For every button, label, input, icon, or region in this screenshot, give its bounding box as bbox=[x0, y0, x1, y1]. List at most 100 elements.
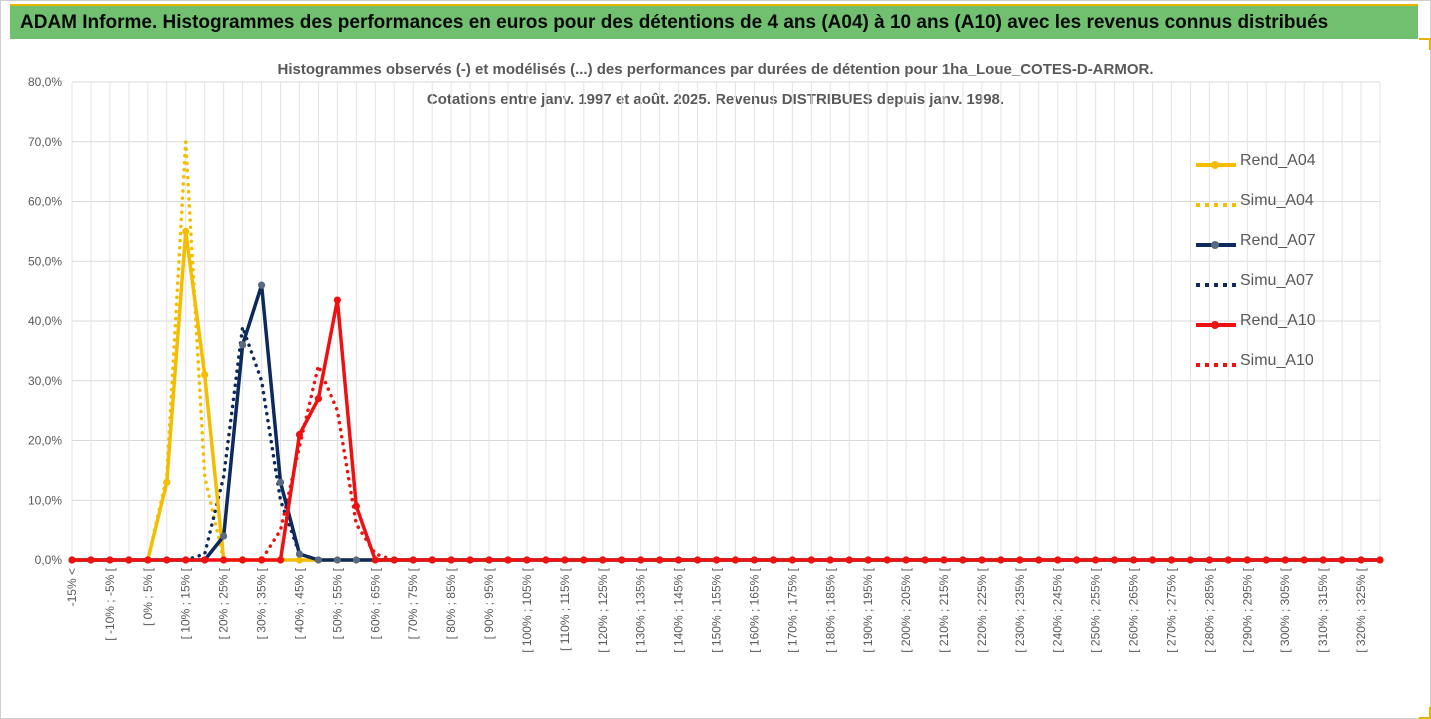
legend-label: Simu_A07 bbox=[1240, 272, 1314, 289]
data-point-Rend_A10 bbox=[580, 556, 588, 564]
x-tick-label: [ 290% ; 295% [ bbox=[1240, 567, 1254, 652]
x-tick-label: [ 220% ; 225% [ bbox=[975, 567, 989, 652]
data-point-Rend_A10 bbox=[807, 556, 815, 564]
data-point-Rend_A10 bbox=[1338, 556, 1346, 564]
data-point-Rend_A10 bbox=[1167, 556, 1176, 564]
legend-swatch bbox=[1196, 241, 1236, 249]
legend-item-Rend_A10: Rend_A10 bbox=[1192, 310, 1332, 350]
data-point-Rend_A07 bbox=[352, 556, 360, 564]
report-title: ADAM Informe. Histogrammes des performan… bbox=[20, 12, 1329, 33]
x-tick-label: [ 50% ; 55% [ bbox=[330, 567, 344, 639]
x-tick-label: [ 90% ; 95% [ bbox=[482, 567, 496, 639]
y-tick-label: 50,0% bbox=[28, 254, 62, 268]
legend-label: Rend_A07 bbox=[1240, 232, 1316, 249]
data-point-Rend_A10 bbox=[1186, 556, 1195, 564]
legend-swatch bbox=[1196, 161, 1236, 169]
y-tick-label: 70,0% bbox=[28, 135, 62, 149]
data-point-Rend_A10 bbox=[1243, 556, 1251, 564]
data-point-Rend_A10 bbox=[485, 556, 493, 564]
x-tick-label: [ 210% ; 215% [ bbox=[937, 567, 951, 652]
data-point-Rend_A10 bbox=[940, 556, 948, 564]
data-point-Rend_A10 bbox=[599, 556, 607, 564]
x-tick-label: [ 260% ; 265% [ bbox=[1127, 567, 1141, 652]
data-point-Rend_A07 bbox=[314, 556, 323, 564]
selection-corner-bottom bbox=[1419, 707, 1431, 719]
y-tick-label: 10,0% bbox=[28, 493, 62, 507]
chart-subtitle: Cotations entre janv. 1997 et août. 2025… bbox=[426, 91, 1005, 108]
legend-swatch bbox=[1196, 203, 1236, 207]
x-tick-label: [ 250% ; 255% [ bbox=[1089, 567, 1103, 652]
data-point-Rend_A07 bbox=[239, 341, 247, 349]
data-point-Rend_A04 bbox=[182, 227, 190, 235]
x-tick-label: [ 300% ; 305% [ bbox=[1278, 567, 1292, 652]
legend-label: Rend_A04 bbox=[1240, 152, 1316, 169]
data-point-Rend_A10 bbox=[1035, 556, 1043, 564]
x-tick-label: [ 310% ; 315% [ bbox=[1316, 567, 1330, 652]
data-point-Rend_A10 bbox=[675, 556, 683, 564]
y-tick-label: 60,0% bbox=[28, 195, 62, 209]
data-point-Rend_A10 bbox=[466, 556, 474, 564]
legend-label: Simu_A04 bbox=[1240, 192, 1314, 209]
data-point-Rend_A10 bbox=[1111, 556, 1119, 564]
data-point-Rend_A10 bbox=[618, 556, 626, 564]
y-tick-label: 20,0% bbox=[28, 434, 62, 448]
legend-marker bbox=[1211, 241, 1219, 249]
x-tick-label: [ 10% ; 15% [ bbox=[179, 567, 193, 639]
x-tick-label: [ 30% ; 35% [ bbox=[255, 567, 269, 639]
data-point-Rend_A10 bbox=[1319, 556, 1327, 564]
legend-item-Rend_A07: Rend_A07 bbox=[1192, 230, 1332, 270]
data-point-Rend_A10 bbox=[447, 556, 455, 564]
data-point-Rend_A10 bbox=[750, 556, 759, 564]
data-point-Rend_A10 bbox=[1376, 556, 1384, 564]
data-point-Rend_A10 bbox=[68, 556, 76, 564]
data-point-Rend_A10 bbox=[978, 556, 986, 564]
data-point-Rend_A07 bbox=[333, 556, 341, 564]
data-point-Rend_A07 bbox=[220, 532, 228, 540]
series-line-Rend_A07 bbox=[70, 283, 1382, 562]
data-point-Rend_A10 bbox=[1148, 556, 1157, 564]
legend-item-Simu_A10: Simu_A10 bbox=[1192, 350, 1332, 390]
data-point-Rend_A10 bbox=[693, 556, 702, 564]
x-tick-label: [ 120% ; 125% [ bbox=[596, 567, 610, 652]
data-point-Rend_A10 bbox=[409, 556, 417, 564]
x-tick-label: [ 190% ; 195% [ bbox=[861, 567, 875, 652]
chart-title: Histogrammes observés (-) et modélisés (… bbox=[277, 61, 1154, 78]
data-point-Rend_A10 bbox=[276, 556, 285, 564]
chart-legend: Rend_A04 Simu_A04 Rend_A07 Simu_A07 Rend_A10… bbox=[1192, 150, 1332, 390]
selection-corner-top bbox=[1419, 38, 1431, 50]
data-point-Rend_A10 bbox=[504, 556, 512, 564]
data-point-Rend_A10 bbox=[542, 556, 550, 564]
data-point-Rend_A10 bbox=[333, 296, 341, 304]
series-line-Simu_A10 bbox=[70, 364, 1382, 562]
x-tick-label: [ 320% ; 325% [ bbox=[1354, 567, 1368, 652]
data-point-Rend_A10 bbox=[144, 556, 152, 564]
data-point-Rend_A10 bbox=[87, 556, 95, 564]
data-point-Rend_A10 bbox=[182, 556, 190, 564]
data-point-Rend_A10 bbox=[106, 556, 114, 564]
x-tick-label: [ 80% ; 85% [ bbox=[444, 567, 458, 639]
data-point-Rend_A10 bbox=[1281, 556, 1289, 564]
x-tick-label: -15% < bbox=[65, 568, 79, 606]
legend-swatch bbox=[1196, 283, 1236, 287]
data-point-Rend_A07 bbox=[276, 478, 285, 486]
data-point-Rend_A10 bbox=[220, 556, 228, 564]
data-point-Rend_A10 bbox=[390, 556, 398, 564]
y-tick-label: 30,0% bbox=[28, 374, 62, 388]
data-point-Rend_A10 bbox=[1224, 556, 1232, 564]
series-line-Rend_A10 bbox=[70, 298, 1382, 562]
y-tick-label: 0,0% bbox=[35, 553, 63, 567]
legend-marker bbox=[1211, 161, 1219, 169]
data-point-Rend_A04 bbox=[295, 556, 304, 564]
data-point-Rend_A10 bbox=[959, 556, 967, 564]
data-point-Rend_A10 bbox=[314, 395, 323, 403]
data-point-Rend_A10 bbox=[1262, 556, 1270, 564]
data-point-Rend_A07 bbox=[257, 281, 266, 289]
x-tick-label: [ -10% ; -5% [ bbox=[103, 567, 117, 640]
data-point-Rend_A10 bbox=[769, 556, 777, 564]
data-point-Rend_A10 bbox=[845, 556, 853, 564]
data-point-Rend_A10 bbox=[712, 556, 721, 564]
x-tick-label: [ 230% ; 235% [ bbox=[1013, 567, 1027, 652]
data-point-Rend_A10 bbox=[656, 556, 664, 564]
x-tick-label: [ 150% ; 155% [ bbox=[710, 567, 724, 652]
